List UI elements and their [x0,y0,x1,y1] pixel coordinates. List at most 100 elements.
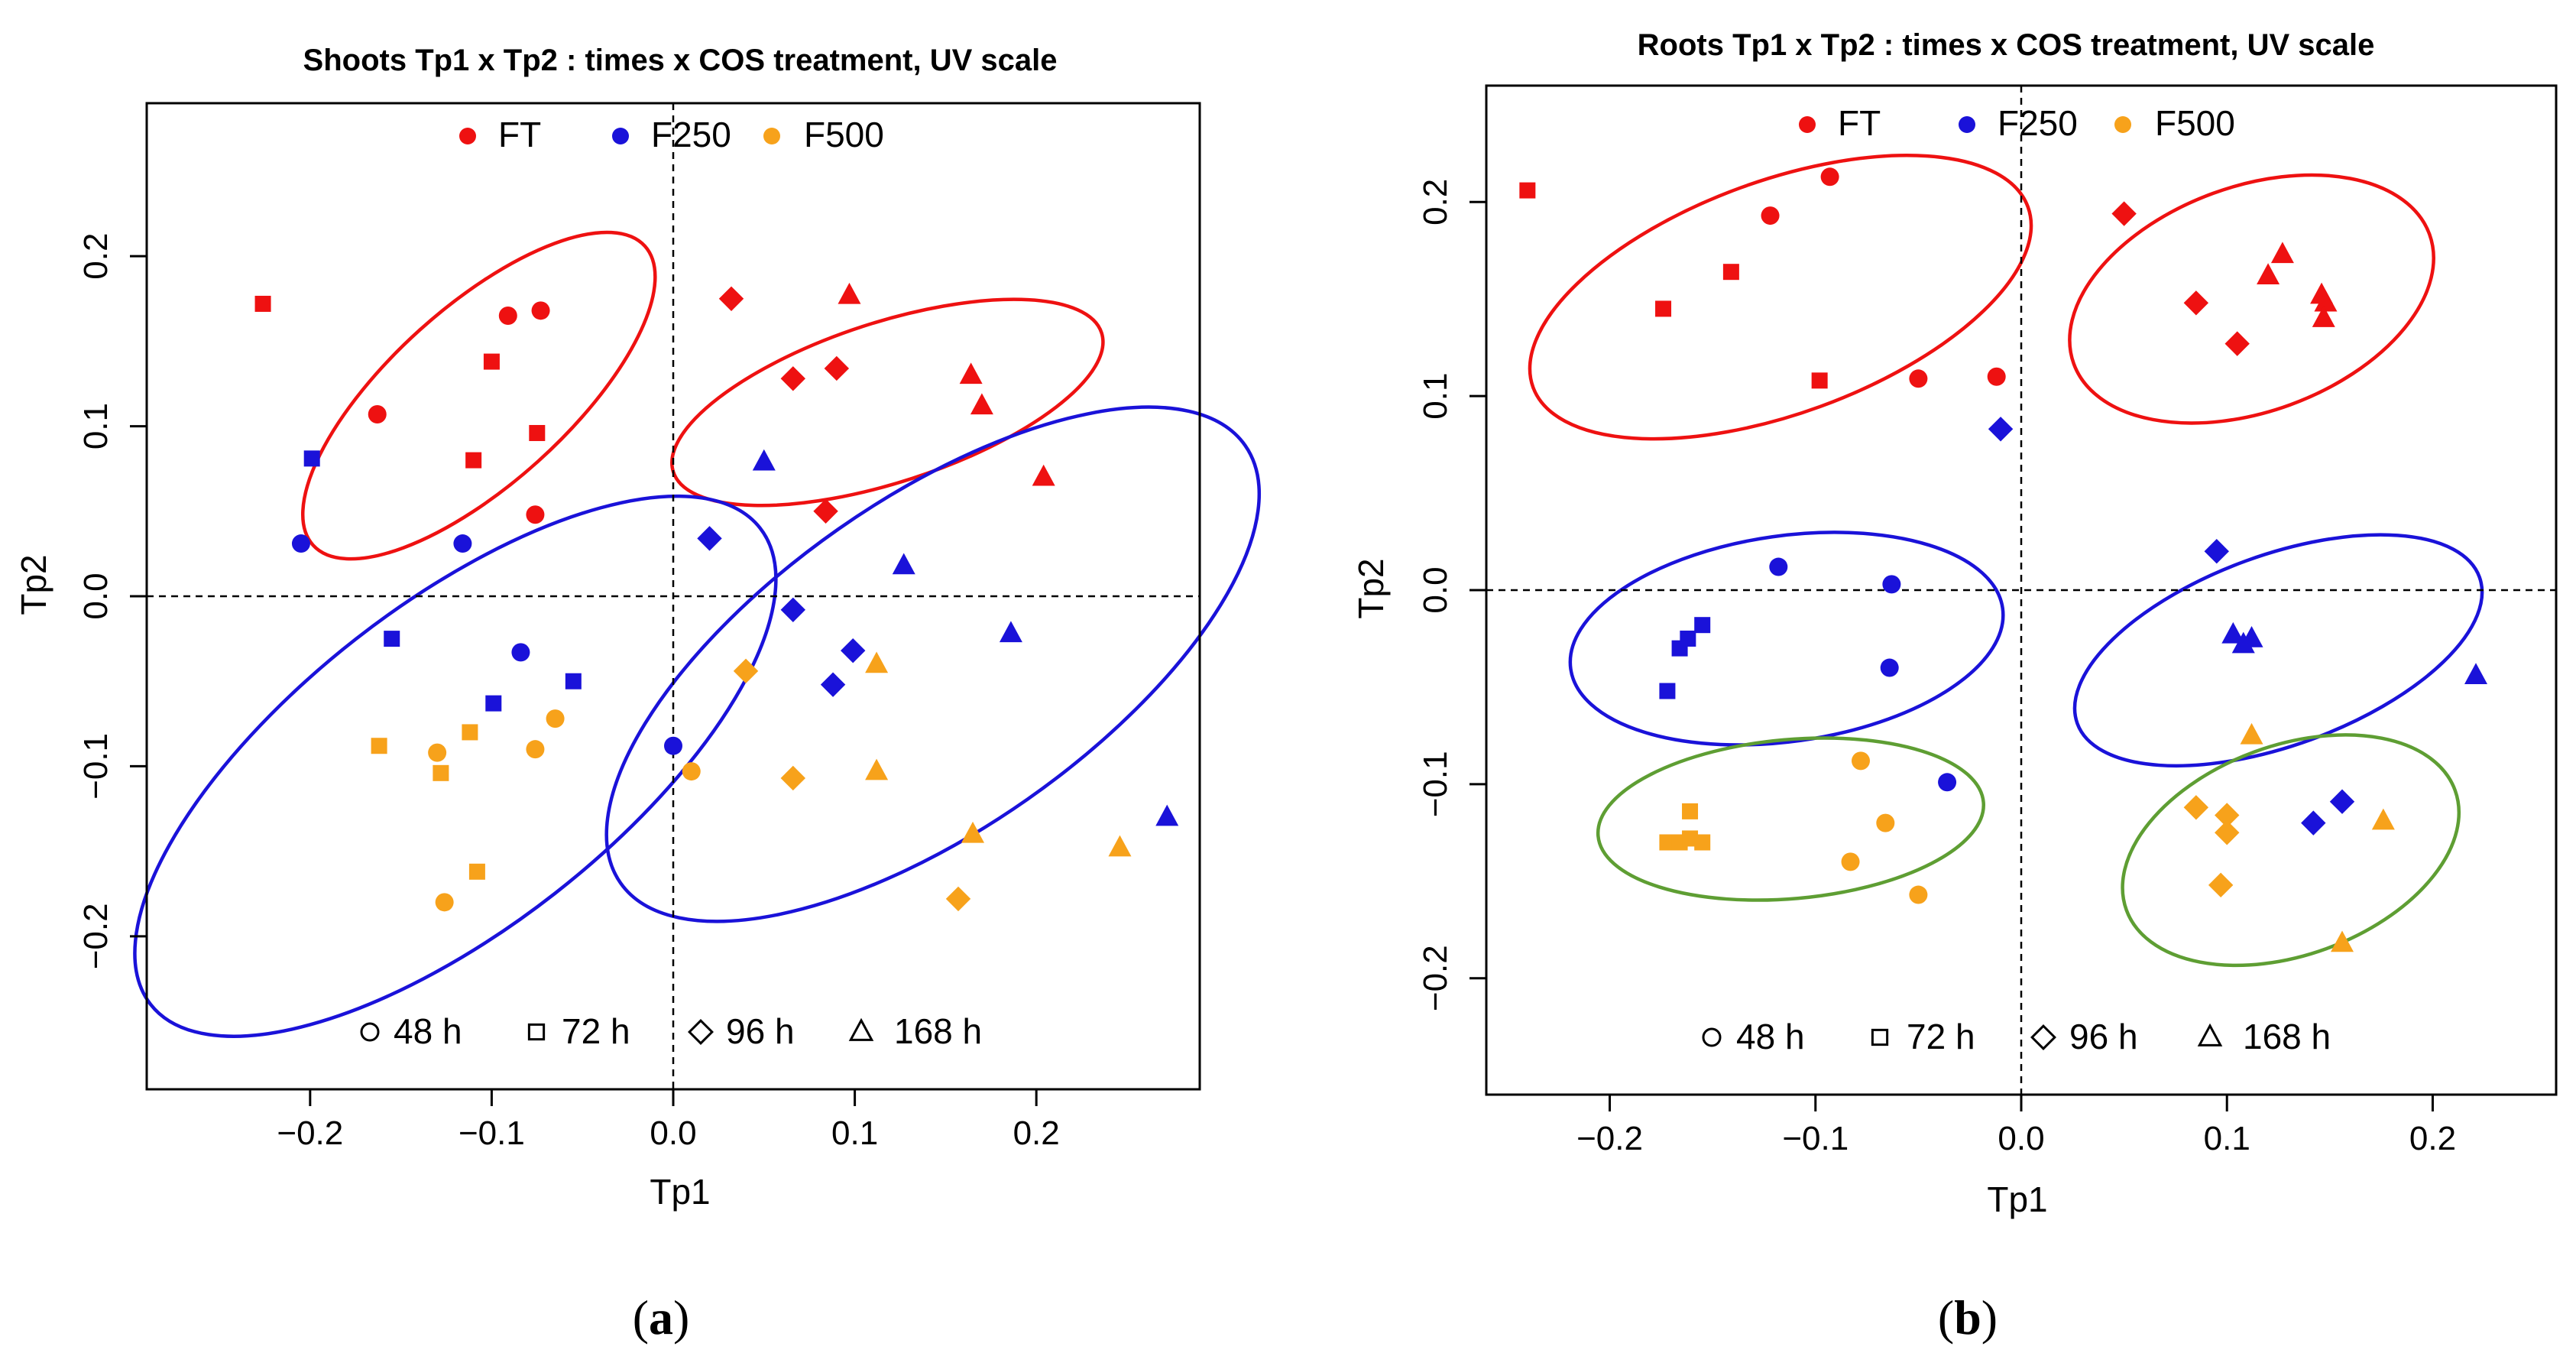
data-point-ft-5 [1655,300,1672,317]
y-tick-label: −0.1 [1417,751,1454,817]
data-point-f250-10 [697,526,722,551]
data-point-ft-14 [970,393,993,415]
data-point-f250-9 [752,449,776,471]
data-point-f500-4 [433,764,449,781]
data-point-ft-16 [2224,331,2250,356]
data-point-f500-5 [1682,803,1699,819]
data-point-f250-9 [1938,773,1957,792]
legend-time-label: 72 h [1907,1017,1975,1056]
legend-ft-label: FT [1838,103,1881,143]
data-point-f250-13 [2240,625,2263,647]
panel-b-time-legend: 48 h 72 h 96 h 168 h [1702,1017,2331,1056]
legend-time-label: 72 h [562,1011,630,1051]
x-tick-label: −0.2 [277,1115,343,1152]
data-point-f250-4 [384,631,400,647]
legend-f500-label: F500 [2155,103,2235,143]
data-point-f500-5 [526,740,545,759]
data-point-f250-6 [1671,640,1688,657]
legend-time-label: 48 h [394,1011,462,1051]
data-point-ft-2 [1820,167,1839,187]
x-tick-label: 0.1 [2204,1120,2250,1157]
data-point-ft-11 [780,366,806,391]
data-point-f250-13 [841,638,866,664]
data-point-f500-2 [428,743,447,762]
panel-a-x-axis-label: Tp1 [650,1172,710,1212]
panel-b-title: Roots Tp1 x Tp2 : times x COS treatment,… [1638,28,2375,62]
panel-b-group-legend: FT F250 F500 [1799,103,2235,143]
data-point-f500-16 [1108,835,1132,857]
data-point-f500-9 [1694,834,1711,851]
x-tick-label: 0.0 [650,1115,696,1152]
data-point-ft-4 [531,301,550,320]
data-point-ft-15 [1032,464,1055,486]
y-tick-label: −0.2 [1417,945,1454,1011]
x-tick-label: −0.1 [458,1115,525,1152]
data-point-f250-3 [1882,575,1901,594]
legend-time-label: 96 h [726,1011,795,1051]
y-tick-label: −0.1 [77,733,115,800]
confidence-ellipse-4 [2072,533,2484,768]
data-point-f500-7 [468,863,485,880]
data-point-f250-8 [664,736,682,755]
confidence-ellipse-1 [1528,154,2033,441]
panel-a-points [254,282,1179,912]
data-point-ft-1 [254,295,271,312]
data-point-f250-3 [453,534,472,553]
data-point-f500-4 [1909,885,1928,904]
x-tick-label: −0.2 [1576,1120,1643,1157]
data-point-f250-1 [1988,417,2014,442]
legend-f250-marker [1959,116,1975,133]
data-point-f500-16 [2331,930,2354,952]
data-point-f250-2 [291,534,310,553]
confidence-ellipse-1 [300,230,657,561]
y-tick-label: 0.2 [1417,179,1454,226]
panel-a-group-legend: FT F250 F500 [459,115,884,154]
panel-a-time-legend: 48 h 72 h 96 h 168 h [360,1011,982,1051]
panel-b-x-axis-label: Tp1 [1987,1179,2047,1219]
data-point-f250-11 [780,597,806,622]
panel-a-y-axis-label: Tp2 [14,554,53,615]
panel-a-ellipses [133,230,1262,1038]
data-point-f250-14 [820,672,846,697]
data-point-ft-7 [529,424,546,441]
y-tick-label: 0.0 [1417,566,1454,613]
y-tick-label: 0.0 [77,573,115,619]
data-point-f250-6 [565,673,582,689]
panel-a-reference-lines [147,103,1200,1089]
data-point-ft-1 [1519,182,1536,199]
data-point-f500-10 [733,658,759,684]
panel-a-x-ticks: −0.2 −0.1 0.0 0.1 0.2 [277,1089,1060,1152]
panel-b-points [1519,167,2487,952]
data-point-f500-14 [961,821,985,843]
data-point-ft-9 [2111,201,2137,226]
data-point-ft-11 [2257,263,2280,285]
data-point-f500-10 [2240,722,2263,745]
data-point-f500-6 [546,709,565,728]
legend-ft-marker [1799,116,1816,133]
legend-time-label: 168 h [2243,1017,2331,1056]
panel-a-shoots: Shoots Tp1 x Tp2 : times x COS treatment… [14,44,1262,1345]
x-tick-label: 0.2 [1013,1115,1060,1152]
data-point-ft-4 [1722,264,1739,281]
panel-a-caption: (a) [633,1290,690,1345]
data-point-f250-7 [485,695,502,712]
data-point-f500-15 [2371,808,2395,830]
data-point-ft-3 [1761,206,1780,226]
data-point-f250-16 [2329,789,2355,814]
x-tick-label: 0.0 [1998,1120,2044,1157]
data-point-ft-10 [2270,242,2294,264]
confidence-ellipse-2 [670,297,1105,508]
legend-f250-label: F250 [1998,103,2078,143]
legend-f500-marker [763,128,780,144]
data-point-ft-7 [1909,369,1928,388]
data-point-f250-10 [2204,539,2229,564]
data-point-ft-8 [1987,367,2006,386]
legend-ft-label: FT [498,115,541,154]
data-point-ft-13 [959,362,983,384]
confidence-ellipse-3 [133,494,778,1038]
y-tick-label: 0.1 [77,403,115,449]
data-point-f250-14 [2464,663,2487,684]
data-point-f250-5 [511,643,530,662]
data-point-f500-11 [2183,795,2209,820]
data-point-f500-13 [2215,820,2240,845]
